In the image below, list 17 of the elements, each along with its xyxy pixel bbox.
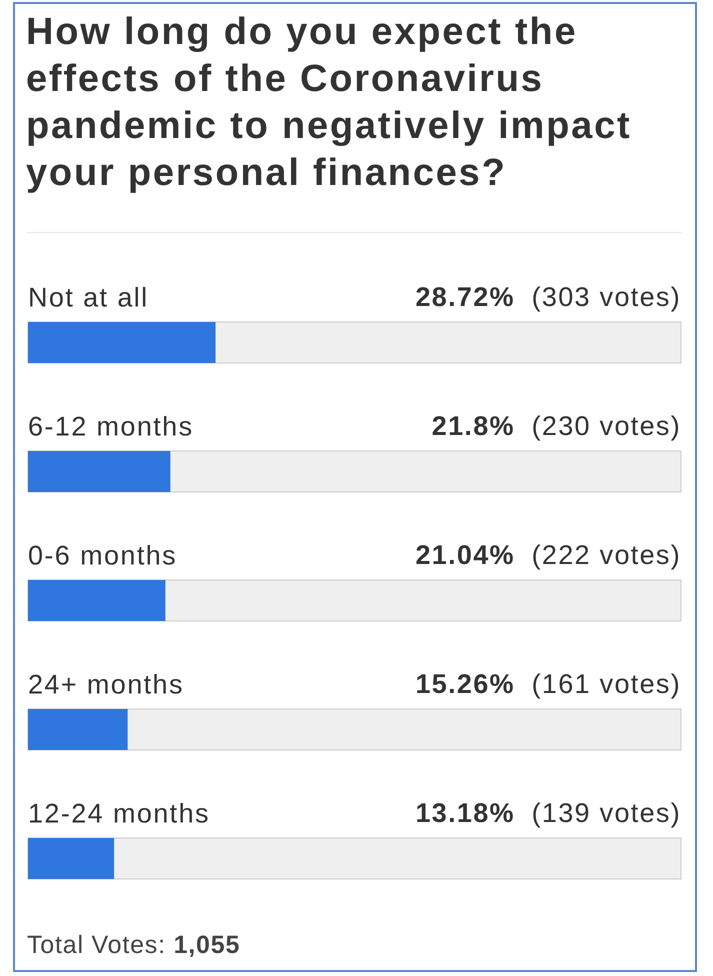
data-label: 13.18% (139 votes) xyxy=(415,798,681,828)
y-tick-label: 6-12 months xyxy=(28,412,194,442)
y-tick-label: 24+ months xyxy=(28,670,184,700)
y-tick-label: Not at all xyxy=(28,282,149,312)
bar xyxy=(28,580,166,621)
y-tick-label: 0-6 months xyxy=(28,540,178,570)
text: Total Votes: 1,055 xyxy=(27,931,240,959)
data-label: 21.04% (222 votes) xyxy=(415,540,681,570)
data-label: 21.8% (230 votes) xyxy=(432,411,681,441)
data-label: 28.72% (303 votes) xyxy=(415,282,681,312)
bar xyxy=(28,709,128,750)
bar xyxy=(28,322,216,363)
bar xyxy=(28,838,114,879)
data-label: 15.26% (161 votes) xyxy=(415,669,681,699)
y-tick-label: 12-24 months xyxy=(28,798,210,828)
chart-title: How long do you expect the effects of the Coronavirus pandemic to negatively impact your personal finances? xyxy=(26,10,632,196)
bar xyxy=(28,451,170,492)
